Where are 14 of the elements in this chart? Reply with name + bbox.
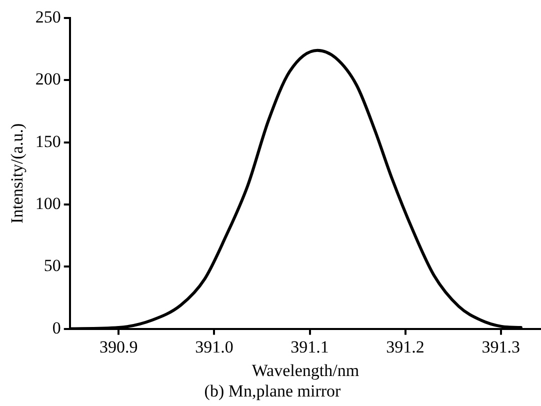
x-tick-label: 391.0 [195, 337, 234, 356]
x-tick-label: 391.1 [290, 337, 329, 356]
y-axis-title: Intensity/(a.u.) [8, 123, 27, 224]
y-tick-label: 50 [44, 256, 61, 276]
y-tick-label: 250 [35, 7, 61, 26]
y-tick-label: 0 [52, 318, 61, 338]
y-tick-label: 150 [35, 132, 61, 151]
x-tick-label: 391.3 [482, 337, 520, 356]
text: (b) Mn,plane mirror [204, 381, 342, 400]
x-tick-label: 390.9 [100, 337, 138, 356]
x-axis-title: Wavelength/nm [252, 360, 360, 380]
y-tick-label: 100 [35, 194, 61, 213]
x-tick-label: 391.2 [386, 337, 424, 356]
y-tick-label: 200 [35, 70, 61, 89]
